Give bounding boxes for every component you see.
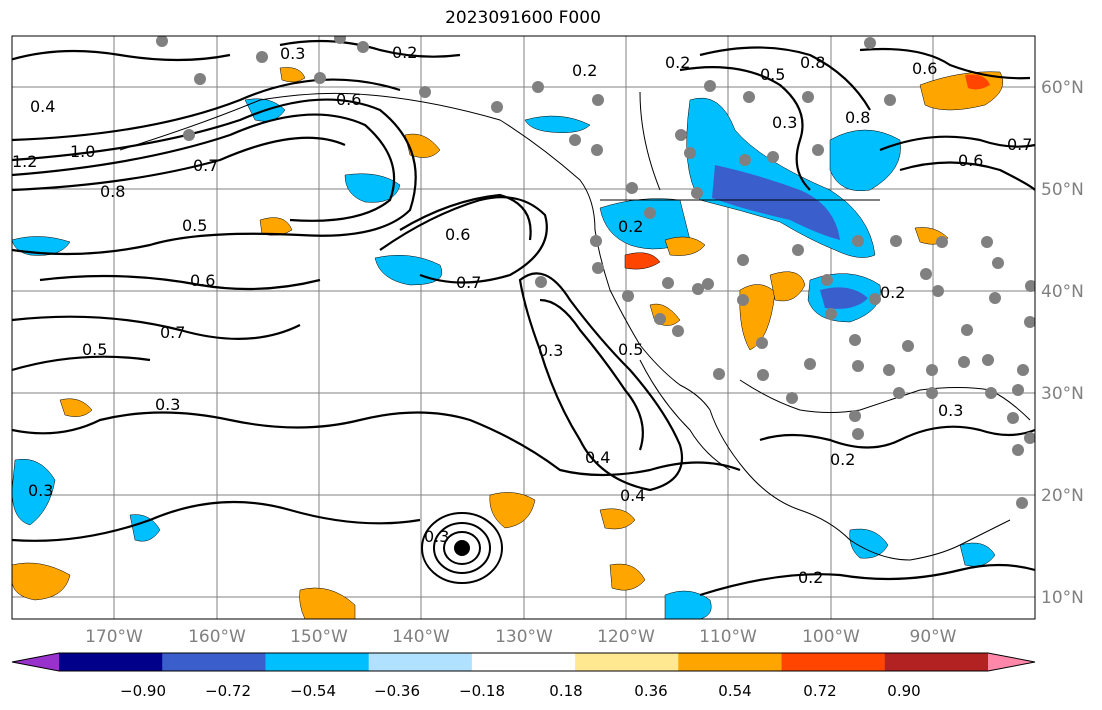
contour-label: 0.2 [798,568,823,587]
station-dots [156,36,1035,509]
contour-label: 0.3 [772,113,797,132]
colorbar-tick-label: −0.54 [290,682,336,700]
lat-tick-label: 10°N [1041,588,1084,608]
contour-label: 0.5 [182,216,207,235]
colorbar-tick-label: −0.90 [120,682,166,700]
lon-tick-label: 130°W [495,627,553,647]
contour-label: 0.8 [845,108,870,127]
colorbar-bin [678,653,783,671]
colorbar-bin [368,653,473,671]
colorbar [11,652,1036,672]
colorbar-outline [11,652,1036,672]
cyclone-center-dot [454,540,470,556]
contour-label: 0.5 [760,65,785,84]
contour-label: 0.3 [155,395,180,414]
contour-label: 0.6 [336,90,361,109]
colorbar-bin [575,653,679,671]
colorbar-tick-label: 0.54 [718,682,751,700]
lon-tick-label: 110°W [699,627,757,647]
colorbar-tick-label: −0.18 [459,682,505,700]
contour-label: 0.7 [193,156,218,175]
contour-label: 0.7 [456,273,481,292]
contour-label: 0.5 [618,340,643,359]
colorbar-tick-label: 0.72 [803,682,836,700]
lon-tick-label: 120°W [597,627,655,647]
lat-tick-labels: 60°N 50°N 40°N 30°N 20°N 10°N [1041,78,1084,608]
colorbar-tick-labels: −0.90 −0.72 −0.54 −0.36 −0.18 0.18 0.36 … [120,682,921,700]
lat-tick-label: 60°N [1041,78,1084,98]
contour-label: 0.8 [100,182,125,201]
colorbar-bin [265,653,370,671]
lon-tick-label: 150°W [290,627,348,647]
colorbar-tick-label: −0.36 [374,682,420,700]
contour-label: 0.6 [190,271,215,290]
contour-label: 0.8 [800,53,825,72]
colorbar-bin [162,653,266,671]
contour-label: 0.2 [392,43,417,62]
lon-tick-labels: 170°W 160°W 150°W 140°W 130°W 120°W 110°… [85,627,957,647]
lat-tick-label: 40°N [1041,282,1084,302]
contour-label: 0.5 [82,340,107,359]
lon-tick-label: 170°W [85,627,143,647]
contours [12,39,1035,597]
colorbar-bin [471,653,576,671]
contour-label: 0.7 [160,323,185,342]
contour-label: 0.2 [572,61,597,80]
contour-label: 0.6 [958,151,983,170]
cyclone-contours [421,512,503,584]
colorbar-tick-label: −0.72 [205,682,251,700]
colorbar-arrow-low [12,653,59,671]
contour-label: 0.4 [585,448,610,467]
colorbar-bin [781,653,886,671]
map-frame [11,35,1036,620]
contour-label: 0.3 [280,44,305,63]
lat-tick-label: 30°N [1041,384,1084,404]
colorbar-bin [59,653,163,671]
colorbar-arrow-high [988,653,1035,671]
colorbar-tick-label: 0.18 [549,682,582,700]
contour-label: 0.2 [665,53,690,72]
contour-label: 0.6 [445,225,470,244]
contour-label: 0.4 [30,97,55,116]
lon-tick-label: 100°W [802,627,860,647]
contour-label: 0.2 [830,450,855,469]
lon-tick-label: 140°W [392,627,450,647]
chart-title: 2023091600 F000 [445,8,601,28]
shaded-regions [12,67,1004,619]
contour-label: 0.3 [538,341,563,360]
contour-label: 0.3 [28,481,53,500]
lat-tick-label: 20°N [1041,486,1084,506]
contour-label: 0.2 [880,283,905,302]
contour-label: 0.7 [1007,135,1032,154]
contour-labels: 0.3 0.2 0.4 0.6 1.2 1.0 0.7 0.8 0.5 0.6 … [12,43,1032,587]
lon-tick-label: 90°W [910,627,957,647]
lat-tick-label: 50°N [1041,180,1084,200]
contour-label: 0.3 [424,527,449,546]
colorbar-bin [884,653,989,671]
contour-label: 0.6 [912,59,937,78]
contour-label: 1.2 [12,152,37,171]
colorbar-tick-label: 0.36 [634,682,667,700]
contour-label: 0.4 [620,486,645,505]
lon-tick-label: 160°W [188,627,246,647]
contour-label: 1.0 [70,142,95,161]
contour-label: 0.2 [618,217,643,236]
contour-label: 0.3 [938,401,963,420]
colorbar-tick-label: 0.90 [887,682,920,700]
